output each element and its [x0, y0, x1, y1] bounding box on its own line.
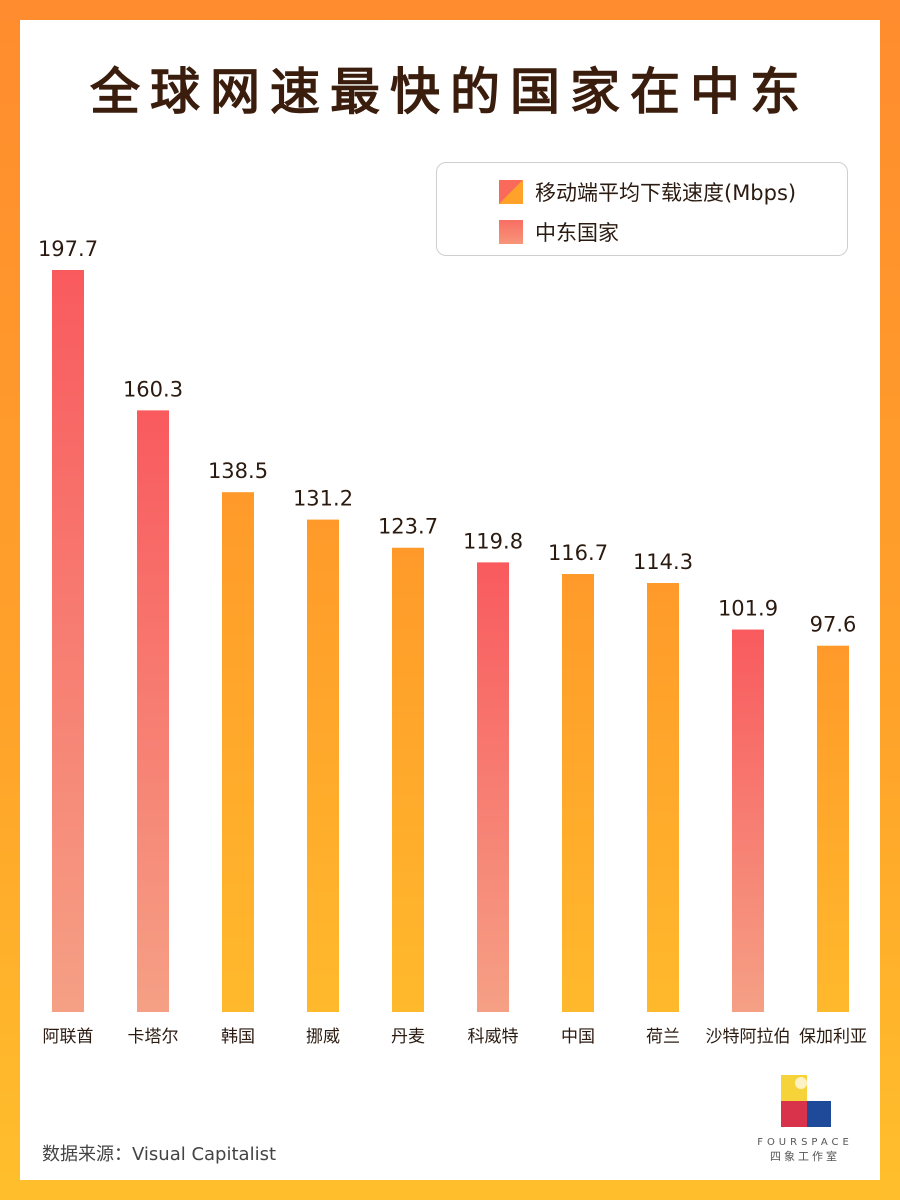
bar-1	[137, 410, 169, 1012]
category-label: 韩国	[221, 1027, 255, 1047]
data-label: 97.6	[810, 613, 857, 637]
category-label: 沙特阿拉伯	[706, 1027, 791, 1047]
data-label: 160.3	[123, 377, 183, 401]
data-label: 114.3	[633, 550, 693, 574]
bar-4	[392, 547, 424, 1012]
data-source: 数据来源：Visual Capitalist	[42, 1144, 277, 1165]
data-label: 138.5	[208, 459, 268, 483]
category-label: 丹麦	[391, 1027, 425, 1047]
legend-label-middle-east: 中东国家	[535, 221, 619, 245]
bar-6	[562, 574, 594, 1012]
category-label: 挪威	[306, 1027, 340, 1047]
category-label: 卡塔尔	[128, 1027, 179, 1047]
bar-0	[52, 270, 84, 1012]
data-label: 197.7	[38, 237, 98, 261]
legend-swatch-speed	[499, 180, 523, 204]
category-label: 阿联酋	[43, 1027, 94, 1047]
puzzle-logo-icon	[781, 1075, 831, 1127]
bar-2	[222, 492, 254, 1013]
category-label: 荷兰	[646, 1027, 680, 1047]
category-label: 科威特	[468, 1027, 519, 1047]
logo-text-en: FOURSPACE	[757, 1137, 853, 1148]
legend-swatch-middle-east	[499, 220, 523, 244]
category-label: 中国	[561, 1027, 595, 1047]
legend: 移动端平均下载速度(Mbps) 中东国家	[436, 162, 848, 256]
bar-9	[817, 645, 849, 1012]
data-label: 123.7	[378, 515, 438, 539]
data-label: 116.7	[548, 541, 608, 565]
data-label: 101.9	[718, 597, 778, 621]
bar-8	[732, 629, 764, 1012]
legend-item-speed: 移动端平均下载速度(Mbps)	[499, 177, 796, 207]
fourspace-logo: FOURSPACE 四象工作室	[755, 1073, 855, 1164]
bar-5	[477, 562, 509, 1012]
category-label: 保加利亚	[799, 1027, 867, 1047]
chart-title: 全球网速最快的国家在中东	[90, 63, 810, 121]
bar-3	[307, 519, 339, 1012]
legend-label-speed: 移动端平均下载速度(Mbps)	[535, 181, 797, 205]
data-label: 119.8	[463, 529, 523, 553]
legend-item-middle-east: 中东国家	[499, 217, 619, 247]
data-label: 131.2	[293, 487, 353, 511]
logo-text-cn: 四象工作室	[770, 1150, 840, 1163]
bar-7	[647, 583, 679, 1012]
